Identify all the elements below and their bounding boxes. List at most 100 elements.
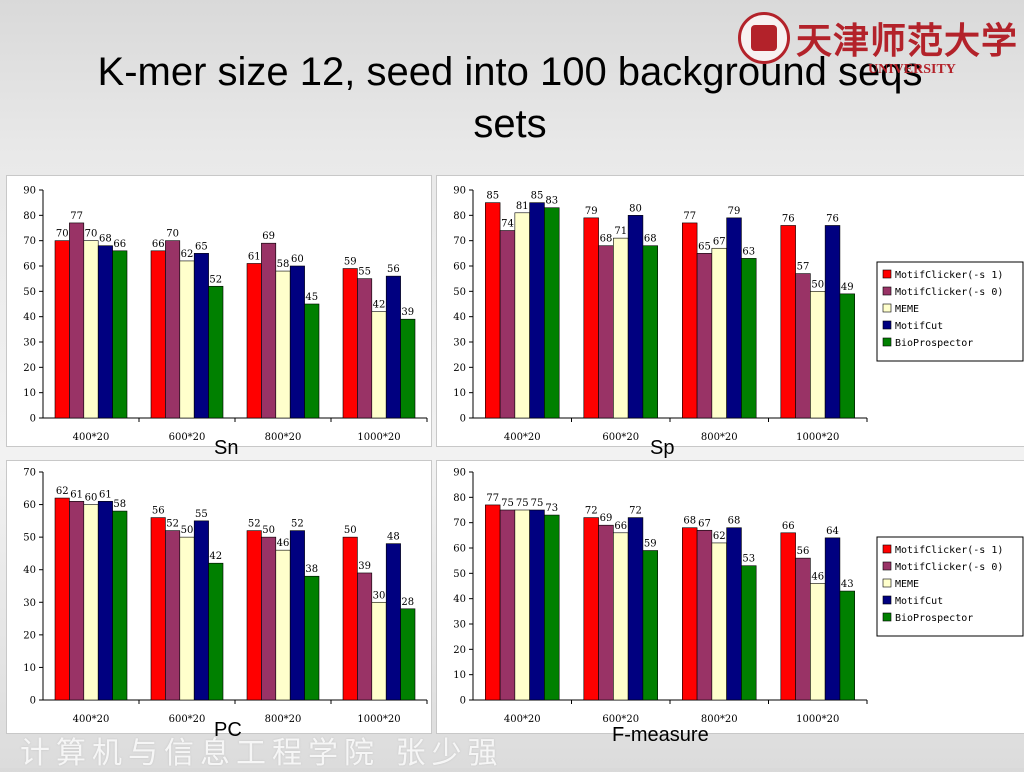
- sn-y-tick-label: 70: [23, 236, 36, 247]
- sn-bar: [289, 265, 305, 419]
- f-measure-bar: [795, 557, 811, 701]
- sn-bar: [371, 311, 387, 419]
- sp-category-label: 400*20: [504, 432, 541, 443]
- pc-data-label: 48: [387, 532, 400, 543]
- f-measure-category-label: 600*20: [602, 714, 639, 725]
- pc-bar: [400, 608, 416, 701]
- pc-data-label: 52: [166, 519, 179, 530]
- pc-y-tick-label: 10: [23, 663, 36, 674]
- sp-bar: [642, 245, 658, 419]
- f-measure-bar: [627, 517, 644, 701]
- sp-bar: [795, 273, 811, 419]
- pc-y-tick-label: 40: [23, 565, 36, 576]
- sn-y-tick-label: 40: [23, 312, 36, 323]
- sp-y-tick-label: 90: [453, 186, 466, 197]
- sn-bar: [179, 260, 195, 419]
- sp-y-tick-label: 70: [453, 236, 466, 247]
- f-measure-data-label: 72: [585, 506, 598, 517]
- pc-data-label: 60: [85, 493, 98, 504]
- sp-data-label: 49: [841, 282, 854, 293]
- chart-sn-caption: Sn: [214, 437, 239, 459]
- f-measure-bar: [824, 537, 841, 701]
- pc-data-label: 46: [277, 538, 290, 549]
- sp-category-label: 800*20: [701, 432, 738, 443]
- f-measure-data-label: 67: [698, 518, 711, 529]
- sp-y-tick-label: 60: [453, 262, 466, 273]
- sp-legend: [876, 261, 1024, 362]
- f-measure-legend-swatch: [882, 612, 892, 622]
- pc-bar: [371, 601, 387, 701]
- f-measure-y-tick-label: 60: [453, 544, 466, 555]
- sp-data-label: 57: [797, 262, 810, 273]
- f-measure-bar: [544, 514, 560, 701]
- f-measure-bar: [514, 509, 530, 701]
- logo-text-en: UNIVERSITY: [868, 62, 956, 77]
- f-measure-legend-label: MotifClicker(-s 1): [895, 545, 1003, 556]
- f-measure-category-label: 1000*20: [796, 714, 839, 725]
- logo-text-cn: 天津师范大学: [796, 20, 1019, 62]
- f-measure-data-label: 43: [841, 579, 854, 590]
- sn-data-label: 69: [262, 231, 275, 242]
- pc-data-label: 38: [305, 564, 318, 575]
- pc-data-label: 30: [373, 590, 386, 601]
- pc-data-label: 52: [291, 519, 304, 530]
- sn-bar: [385, 275, 401, 419]
- sp-data-label: 80: [629, 203, 642, 214]
- sn-category-label: 600*20: [169, 432, 206, 443]
- sn-data-label: 58: [277, 259, 290, 270]
- f-measure-bar: [499, 509, 516, 701]
- f-measure-data-label: 75: [516, 498, 529, 509]
- university-seal-icon: [738, 12, 790, 64]
- f-measure-legend-label: MotifCut: [895, 596, 943, 607]
- pc-bar: [357, 572, 373, 701]
- pc-data-label: 61: [70, 489, 83, 500]
- pc-bar: [193, 520, 209, 701]
- sn-bar: [246, 263, 262, 419]
- sp-bar: [711, 247, 727, 419]
- pc-data-label: 62: [56, 486, 69, 497]
- sp-data-label: 68: [644, 234, 657, 245]
- pc-category-label: 400*20: [73, 714, 110, 725]
- sp-legend-swatch: [882, 337, 892, 347]
- sp-bar: [583, 217, 599, 419]
- pc-bar: [275, 549, 291, 701]
- sp-bar: [741, 258, 757, 419]
- sn-y-tick-label: 80: [23, 211, 36, 222]
- sp-bar: [529, 202, 545, 419]
- sp-y-tick-label: 30: [453, 338, 466, 349]
- sn-y-tick-label: 60: [23, 262, 36, 273]
- pc-y-tick-label: 60: [23, 500, 36, 511]
- chart-f-measure-caption: F-measure: [612, 724, 709, 746]
- sp-category-label: 600*20: [602, 432, 639, 443]
- sp-bar: [499, 230, 516, 419]
- f-measure-bar: [810, 583, 826, 701]
- sn-bar: [275, 270, 291, 419]
- f-measure-bar: [780, 532, 796, 701]
- pc-y-tick-label: 30: [23, 598, 36, 609]
- sn-bar: [400, 318, 416, 419]
- sn-data-label: 70: [85, 229, 98, 240]
- sn-data-label: 70: [166, 229, 179, 240]
- f-measure-y-tick-label: 10: [453, 670, 466, 681]
- pc-data-label: 39: [358, 561, 371, 572]
- f-measure-bar: [583, 517, 599, 701]
- pc-data-label: 52: [248, 519, 261, 530]
- pc-data-label: 55: [195, 509, 208, 520]
- sn-bar: [97, 245, 113, 419]
- sp-data-label: 83: [545, 196, 558, 207]
- chart-sn: 0 10 20 30 40 50 60 70 80 90 400*20 70 77 70 68 66 600*2…: [6, 175, 432, 447]
- sp-bar: [839, 293, 855, 419]
- sn-bar: [342, 268, 358, 419]
- sp-data-label: 67: [713, 236, 726, 247]
- f-measure-data-label: 64: [826, 526, 839, 537]
- footer-watermark: 计算机与信息工程学院 张少强: [20, 736, 504, 771]
- pc-bar: [83, 504, 99, 701]
- sn-category-label: 400*20: [73, 432, 110, 443]
- pc-bar: [69, 501, 85, 701]
- chart-pc: 0 10 20 30 40 50 60 70 400*20 62 61 60 61 58 600*20 56 5…: [6, 460, 432, 734]
- chart-sp-caption: Sp: [650, 437, 675, 459]
- f-measure-bar: [613, 532, 629, 701]
- sp-legend-swatch: [882, 269, 892, 279]
